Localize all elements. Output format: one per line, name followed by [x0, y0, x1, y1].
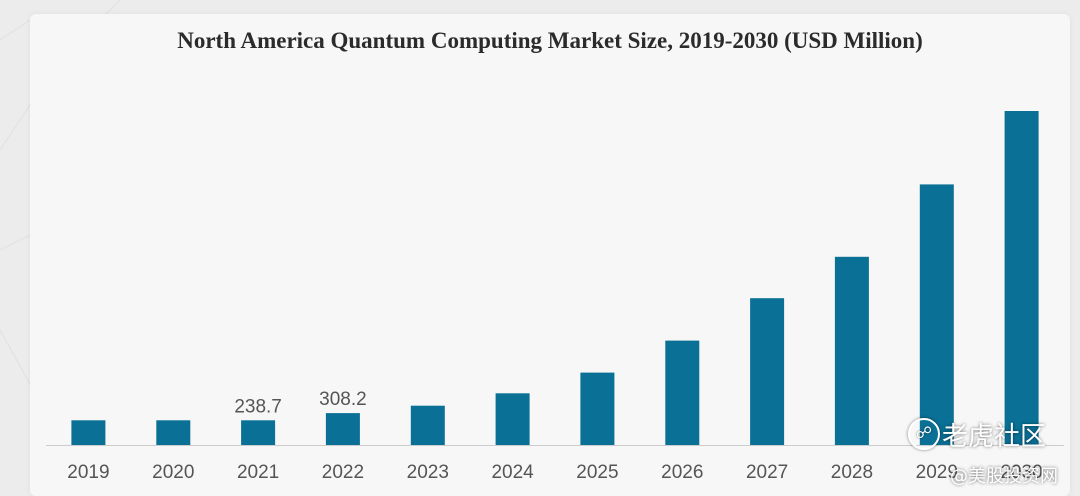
chart-title: North America Quantum Computing Market S…: [177, 28, 923, 53]
bar-2029: [919, 184, 954, 445]
watermark: ☍ 老虎社区 @美股投资网: [906, 414, 1076, 494]
x-tick-label-2028: 2028: [831, 462, 873, 483]
data-labels: 238.7 308.2: [234, 389, 366, 417]
bar-2030: [1004, 111, 1039, 445]
x-tick-label-2023: 2023: [407, 462, 449, 483]
x-tick-label-2022: 2022: [322, 462, 364, 483]
x-tick-label-2020: 2020: [152, 462, 194, 483]
bar-2023: [410, 405, 445, 445]
x-tick-labels: 2019 2020 2021 2022 2023 2024 2025 2026 2027 2028…: [67, 462, 1042, 483]
x-tick-label-2025: 2025: [576, 462, 618, 483]
bar-2028: [834, 256, 869, 445]
x-tick-label-2019: 2019: [67, 462, 109, 483]
bar-2027: [750, 298, 785, 445]
x-tick-label-2027: 2027: [746, 462, 788, 483]
chart-card: North America Quantum Computing Market S…: [30, 14, 1070, 496]
bar-2024: [495, 393, 530, 445]
x-tick-label-2029: 2029: [916, 462, 958, 483]
x-tick-label-2030: 2030: [1000, 462, 1042, 483]
tiger-logo-icon: ☍: [908, 418, 940, 450]
x-tick-label-2026: 2026: [661, 462, 703, 483]
watermark-handle: @美股投资网: [950, 466, 1058, 487]
bar-2025: [580, 372, 615, 445]
data-label-2021: 238.7: [234, 396, 282, 417]
bar-2021: [241, 420, 276, 445]
x-tick-label-2024: 2024: [491, 462, 534, 483]
bar-group: [71, 111, 1039, 445]
bar-2022: [325, 413, 360, 445]
watermark-title: 老虎社区: [942, 422, 1047, 452]
bar-2026: [665, 340, 700, 445]
bar-2019: [71, 420, 106, 445]
bar-2020: [156, 420, 191, 445]
x-tick-label-2021: 2021: [237, 462, 279, 483]
data-label-2022: 308.2: [319, 389, 367, 410]
